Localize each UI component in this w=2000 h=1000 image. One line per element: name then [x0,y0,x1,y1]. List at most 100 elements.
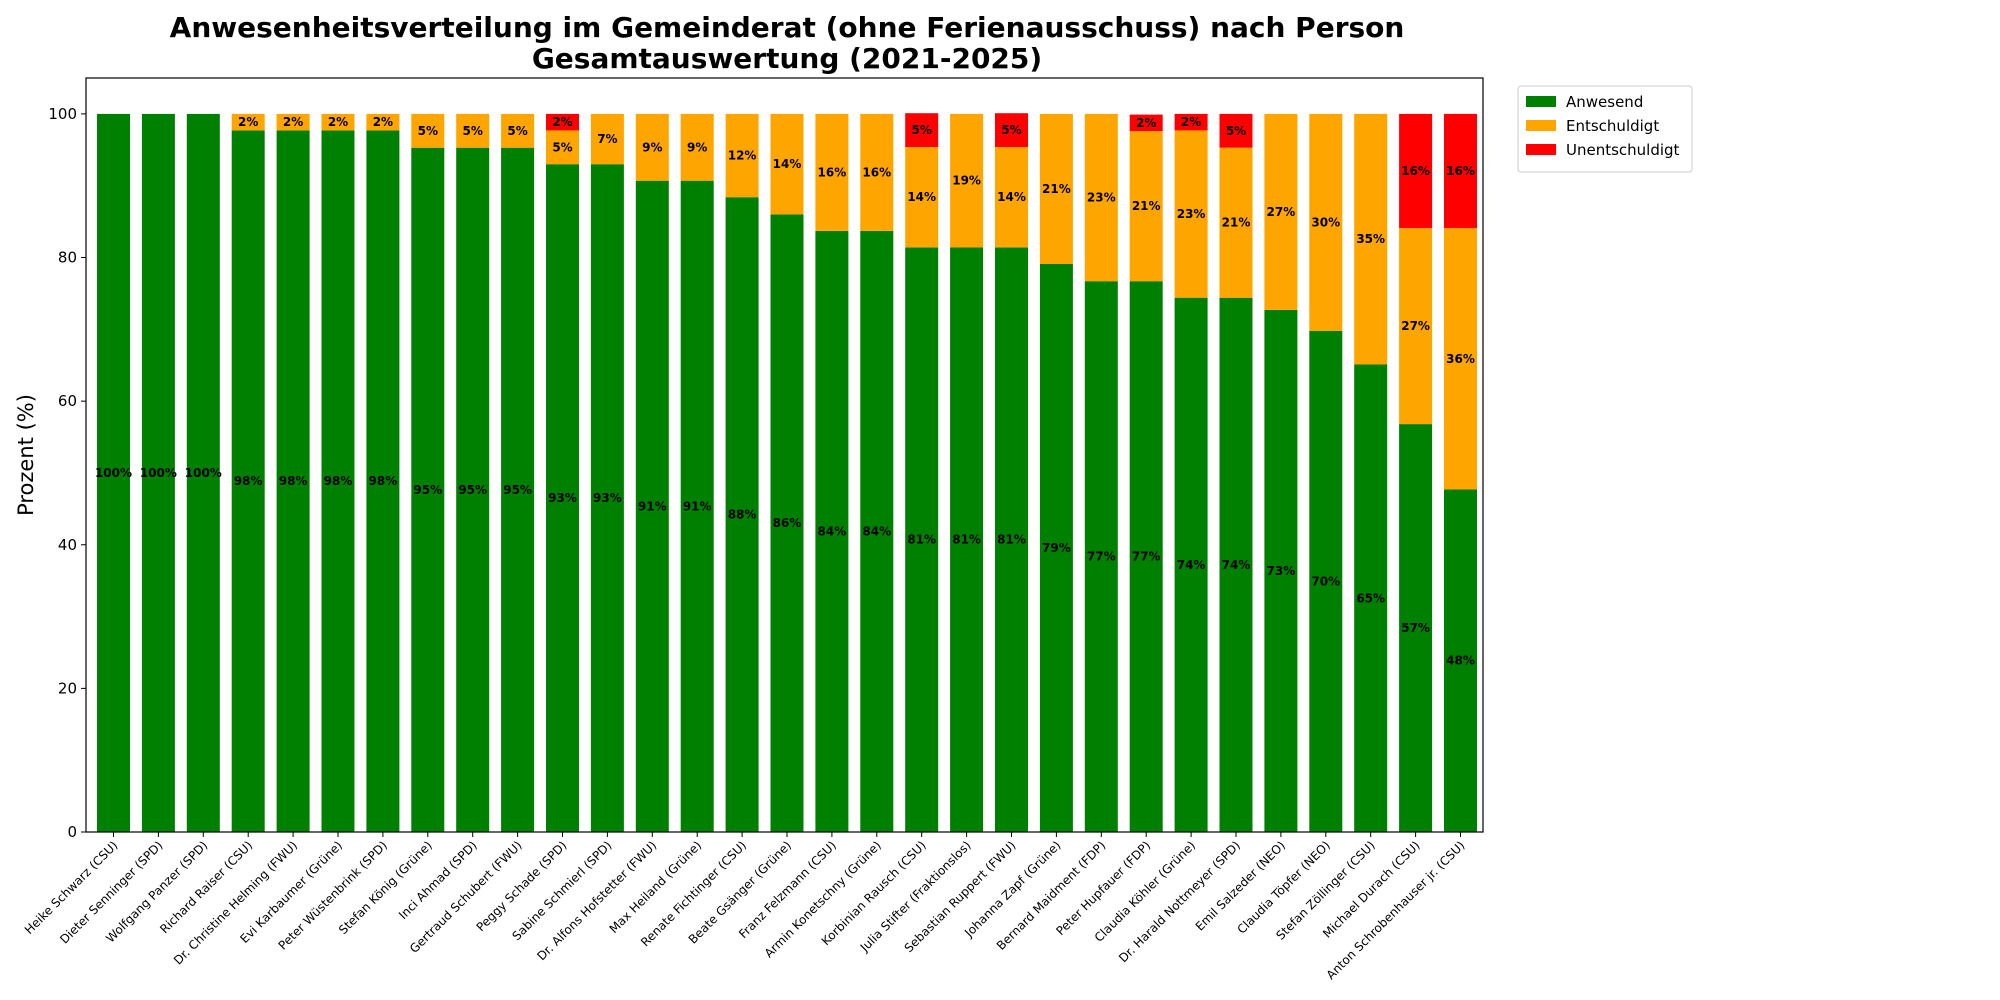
y-tick-label: 80 [58,249,77,267]
x-axis: Heike Schwarz (CSU)Dieter Senninger (SPD… [22,832,1468,982]
bar-segment [1219,297,1253,832]
bar-segment [725,197,759,832]
data-label: 81% [952,533,981,547]
data-label: 73% [1267,564,1296,578]
data-label: 14% [773,157,802,171]
bar-segment [590,113,624,165]
legend-label: Anwesend [1566,93,1643,111]
bar-segment [815,113,849,231]
bar-segment [321,130,355,832]
bar-segment [1309,330,1343,832]
legend-label: Unentschuldigt [1566,141,1680,159]
bar-segment [456,147,490,832]
bar-segment [1354,364,1388,832]
data-label: 100% [185,466,222,480]
bar-segment [186,113,220,832]
plot-area [97,113,1477,832]
data-label: 5% [552,140,572,154]
bar-segment [1444,489,1477,832]
bar-segment [501,113,535,148]
y-tick-label: 40 [58,536,77,554]
data-label: 100% [140,466,177,480]
bar-segment [770,214,804,832]
data-label: 91% [638,499,667,513]
data-label: 98% [279,474,308,488]
bar-segment [1084,113,1118,282]
bar-segment [860,113,894,231]
data-label: 35% [1356,232,1385,246]
y-tick-label: 100 [48,105,77,123]
bar-segment [815,231,849,832]
y-tick-label: 20 [58,679,77,697]
data-label: 21% [1042,182,1071,196]
bar-segment [1444,113,1477,229]
bar-segment [905,247,939,832]
data-label: 95% [503,483,532,497]
legend: Anwesend Entschuldigt Unentschuldigt [1517,85,1693,173]
data-label: 86% [773,516,802,530]
data-label: 77% [1132,550,1161,564]
bar-segment [1264,309,1298,832]
data-label: 27% [1401,319,1430,333]
bar-segment [770,113,804,215]
data-label: 30% [1311,215,1340,229]
legend-label: Entschuldigt [1566,117,1659,135]
bar-segment [1444,228,1477,490]
bar-segment [950,113,984,248]
bar-segment [1174,130,1208,298]
data-label: 5% [1226,124,1246,138]
plot-frame [85,77,1484,833]
bar-segment [321,113,355,131]
y-tick-label: 0 [67,823,77,841]
data-label: 5% [418,124,438,138]
bar-segment [546,113,579,131]
x-tick-label: Peggy Schade (SPD) [474,838,570,934]
data-label: 2% [283,115,303,129]
data-label: 9% [687,140,707,154]
data-label: 2% [1181,115,1201,129]
data-label: 98% [234,474,263,488]
data-label: 2% [373,115,393,129]
bar-segment [276,130,310,832]
bar-segment [860,231,894,832]
bar-segment [1219,113,1253,148]
data-label: 9% [642,140,662,154]
bar-segment [995,146,1028,248]
data-label: 100% [95,466,132,480]
bar-segment [1264,113,1298,310]
data-label: 2% [552,115,572,129]
bar-segment [411,113,445,148]
data-label: 16% [862,165,891,179]
data-label: 84% [862,525,891,539]
data-label: 93% [593,491,622,505]
data-label: 81% [997,533,1026,547]
bar-segment [456,113,490,148]
data-label: 36% [1446,352,1475,366]
bar-segment [995,247,1028,832]
legend-swatch [1526,144,1556,155]
bar-segment [97,113,130,832]
bar-segment [1399,228,1433,425]
data-label: 74% [1222,558,1251,572]
bar-segment [141,113,175,832]
data-label: 95% [413,483,442,497]
data-label: 5% [463,124,483,138]
bar-segment [1039,264,1073,832]
data-label: 79% [1042,541,1071,555]
bar-segment [231,130,265,832]
data-label: 7% [597,132,617,146]
bar-segment [950,247,984,832]
data-label: 12% [728,149,757,163]
bar-segment [635,180,669,832]
chart-title: Anwesenheitsverteilung im Gemeinderat (o… [170,11,1405,44]
legend-swatch [1526,96,1556,107]
bar-segment [366,130,400,832]
x-tick-label: Emil Salzeder (NEO) [1193,838,1288,933]
data-label: 74% [1177,558,1206,572]
bar-segment [905,113,939,147]
x-tick-label: Inci Ahmad (SPD) [396,838,480,922]
data-label: 16% [1401,164,1430,178]
legend-swatch [1526,120,1556,131]
bar-segment [1354,113,1388,365]
bar-segment [546,130,579,165]
